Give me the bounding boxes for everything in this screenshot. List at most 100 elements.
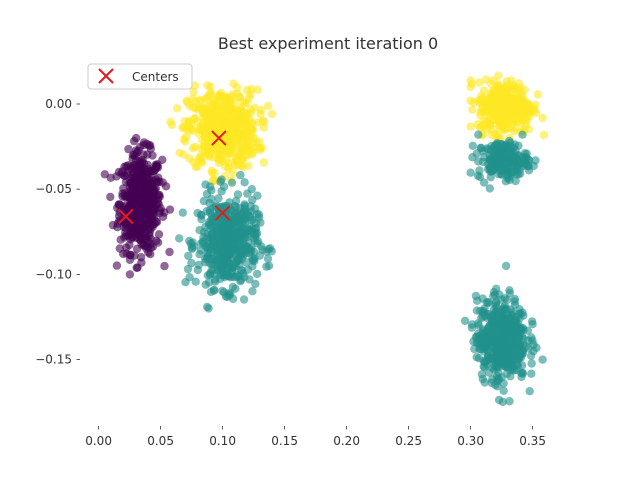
scatter-point xyxy=(238,218,247,228)
scatter-point xyxy=(490,129,500,139)
scatter-point xyxy=(237,210,246,219)
scatter-point xyxy=(191,162,200,172)
scatter-point xyxy=(119,223,129,232)
scatter-point xyxy=(259,158,269,167)
scatter-point xyxy=(203,271,212,280)
scatter-point xyxy=(149,206,159,215)
scatter-point xyxy=(178,208,187,217)
scatter-point xyxy=(225,198,234,207)
scatter-point xyxy=(513,93,522,102)
scatter-point xyxy=(242,258,251,267)
scatter-point xyxy=(203,134,212,143)
scatter-point xyxy=(187,244,197,253)
scatter-point xyxy=(245,275,254,284)
scatter-point xyxy=(244,226,254,235)
scatter-point xyxy=(491,298,500,308)
scatter-point xyxy=(495,310,504,320)
scatter-point xyxy=(211,277,220,286)
scatter-point xyxy=(243,265,253,274)
scatter-point xyxy=(228,282,237,292)
x-tick-label: 0.20 xyxy=(333,434,360,448)
scatter-point xyxy=(136,187,145,197)
scatter-point xyxy=(141,241,150,250)
scatter-point xyxy=(122,191,131,200)
scatter-point xyxy=(250,236,260,245)
scatter-point xyxy=(497,329,506,338)
scatter-point xyxy=(512,331,521,340)
scatter-point xyxy=(142,139,152,149)
scatter-point xyxy=(263,101,273,111)
scatter-point xyxy=(190,81,200,90)
scatter-point xyxy=(468,153,477,162)
scatter-point xyxy=(262,247,271,256)
scatter-point xyxy=(189,87,198,97)
scatter-point xyxy=(466,168,475,177)
scatter-point xyxy=(238,243,247,252)
scatter-point xyxy=(129,194,138,203)
scatter-point xyxy=(130,161,139,170)
x-tick-label: 0.00 xyxy=(85,434,112,448)
scatter-point xyxy=(218,286,227,296)
scatter-point xyxy=(230,239,239,248)
scatter-point xyxy=(228,120,237,129)
x-tick-label: 0.10 xyxy=(209,434,236,448)
scatter-point xyxy=(492,284,501,293)
scatter-point xyxy=(515,338,524,348)
scatter-point xyxy=(509,361,519,371)
scatter-point xyxy=(460,316,470,326)
legend-label-centers: Centers xyxy=(132,70,179,84)
scatter-point xyxy=(201,280,210,289)
y-tick-label: 0.00 xyxy=(45,97,72,111)
scatter-point xyxy=(244,161,253,170)
scatter-point xyxy=(137,258,146,267)
scatter-point xyxy=(516,353,526,362)
scatter-point xyxy=(156,206,165,216)
scatter-point xyxy=(268,109,277,119)
scatter-point xyxy=(240,178,249,187)
scatter-point xyxy=(213,118,223,127)
scatter-point xyxy=(216,177,225,186)
scatter-point xyxy=(253,269,262,279)
scatter-point xyxy=(492,95,502,104)
scatter-point xyxy=(475,78,484,87)
scatter-point xyxy=(253,191,262,200)
scatter-point xyxy=(219,247,228,256)
scatter-point xyxy=(206,90,215,99)
cluster-4 xyxy=(466,130,540,193)
scatter-point xyxy=(499,344,508,354)
scatter-point xyxy=(243,138,252,148)
scatter-point xyxy=(236,170,245,180)
scatter-point xyxy=(250,103,259,113)
cluster-5 xyxy=(460,261,547,407)
scatter-point xyxy=(521,160,531,169)
scatter-point xyxy=(239,295,249,304)
scatter-point xyxy=(206,82,215,91)
scatter-point xyxy=(190,142,200,152)
scatter-point xyxy=(466,76,475,85)
scatter-point xyxy=(193,117,202,126)
scatter-point xyxy=(194,260,203,269)
scatter-point xyxy=(221,220,230,229)
center-marker xyxy=(211,130,227,146)
scatter-point xyxy=(205,208,215,217)
scatter-point xyxy=(479,306,488,316)
scatter-point xyxy=(231,259,240,268)
scatter-point xyxy=(477,122,486,132)
scatter-point xyxy=(533,90,542,99)
scatter-point xyxy=(485,163,494,172)
chart-title: Best experiment iteration 0 xyxy=(218,34,438,53)
scatter-point xyxy=(472,353,481,362)
scatter-point xyxy=(501,150,510,160)
scatter-point xyxy=(481,97,490,106)
scatter-point xyxy=(124,144,133,154)
scatter-point xyxy=(132,133,141,143)
scatter-point xyxy=(226,105,235,115)
scatter-point xyxy=(485,184,494,193)
scatter-point xyxy=(244,93,254,102)
scatter-point xyxy=(199,196,209,206)
scatter-point xyxy=(527,369,536,378)
scatter-point xyxy=(231,202,240,212)
scatter-point xyxy=(179,135,189,144)
center-marker xyxy=(214,205,231,221)
legend-box xyxy=(87,63,193,90)
